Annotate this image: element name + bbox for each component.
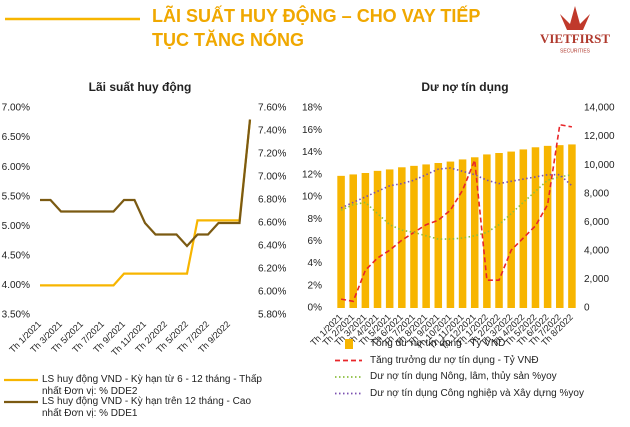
series-line — [40, 119, 252, 287]
y2-tick-label: 7.00% — [258, 172, 286, 183]
y-tick-label: 16% — [302, 125, 322, 136]
legend-label: Dư nợ tín dụng Nông, lâm, thủy sản %yoy — [370, 371, 557, 382]
y2-tick-label: 12,000 — [584, 131, 615, 142]
y-tick-label: 8% — [308, 214, 323, 225]
legend-label: Tổng dư nợ tín dụng - Tỷ VND — [370, 338, 506, 349]
bar — [398, 167, 406, 308]
y-tick-label: 18% — [302, 103, 322, 114]
bar — [434, 163, 443, 308]
chart-title: Dư nợ tín dụng — [421, 80, 508, 94]
bar — [458, 159, 467, 308]
y-tick-label: 0% — [308, 303, 323, 314]
y-tick-label: 12% — [302, 169, 322, 180]
y-tick-label: 4.50% — [2, 250, 30, 261]
y2-tick-label: 2,000 — [584, 274, 609, 285]
y2-tick-label: 10,000 — [584, 160, 615, 171]
y-tick-label: 14% — [302, 147, 322, 158]
legend-label: LS huy động VND - Kỳ hạn từ 6 - 12 tháng… — [42, 374, 262, 397]
logo-sub: SECURITIES — [560, 48, 591, 54]
bar — [349, 174, 357, 308]
bar — [373, 170, 382, 308]
y2-tick-label: 4,000 — [584, 245, 609, 256]
bar — [568, 144, 576, 308]
bar — [446, 161, 455, 308]
bar — [507, 151, 515, 308]
bar — [361, 173, 370, 308]
y2-tick-label: 8,000 — [584, 188, 609, 199]
bar — [410, 165, 418, 308]
y2-tick-label: 6.40% — [258, 241, 286, 252]
y2-tick-label: 14,000 — [584, 103, 615, 114]
y-tick-label: 6% — [308, 236, 323, 247]
y-tick-label: 4.00% — [2, 280, 30, 291]
y-tick-label: 10% — [302, 192, 322, 203]
bar — [495, 153, 503, 308]
chart-title: Lãi suất huy động — [89, 80, 192, 94]
y2-tick-label: 0 — [584, 303, 590, 314]
y2-tick-label: 6.20% — [258, 264, 286, 275]
logo-text: VIETFIRST — [540, 31, 610, 46]
y2-tick-label: 6.80% — [258, 195, 286, 206]
legend-swatch — [345, 339, 353, 349]
bar — [483, 154, 491, 308]
y2-tick-label: 7.60% — [258, 103, 286, 114]
y-tick-label: 4% — [308, 258, 323, 269]
y2-tick-label: 7.40% — [258, 126, 286, 137]
header-title: TỤC TĂNG NÓNG — [152, 29, 304, 50]
legend-label: Dư nợ tín dụng Công nghiệp và Xây dựng %… — [370, 387, 584, 399]
legend-label: LS huy động VND - Kỳ hạn trên 12 tháng -… — [42, 396, 252, 419]
y-tick-label: 5.50% — [2, 191, 30, 202]
y2-tick-label: 7.20% — [258, 149, 286, 160]
bar — [556, 145, 564, 308]
y2-tick-label: 6,000 — [584, 217, 609, 228]
y-tick-label: 5.00% — [2, 221, 30, 232]
series-line — [340, 123, 573, 303]
bar — [543, 145, 552, 308]
legend-label: Tăng trưởng dư nợ tín dụng - Tỷ VNĐ — [370, 354, 539, 366]
y2-tick-label: 6.60% — [258, 218, 286, 229]
y-tick-label: 2% — [308, 280, 323, 291]
logo-icon — [560, 6, 590, 30]
y-tick-label: 6.00% — [2, 162, 30, 173]
bar — [470, 157, 479, 308]
y-tick-label: 7.00% — [2, 103, 30, 114]
series-line — [340, 173, 573, 240]
y-tick-label: 6.50% — [2, 132, 30, 143]
y-tick-label: 3.50% — [2, 310, 30, 321]
bar — [337, 175, 345, 308]
y2-tick-label: 6.00% — [258, 287, 286, 298]
y2-tick-label: 5.80% — [258, 310, 286, 321]
bar — [531, 147, 540, 308]
series-line — [40, 119, 252, 248]
header-title: LÃI SUẤT HUY ĐỘNG – CHO VAY TIẾP — [152, 5, 480, 26]
bar — [385, 169, 394, 308]
bar — [519, 149, 528, 308]
